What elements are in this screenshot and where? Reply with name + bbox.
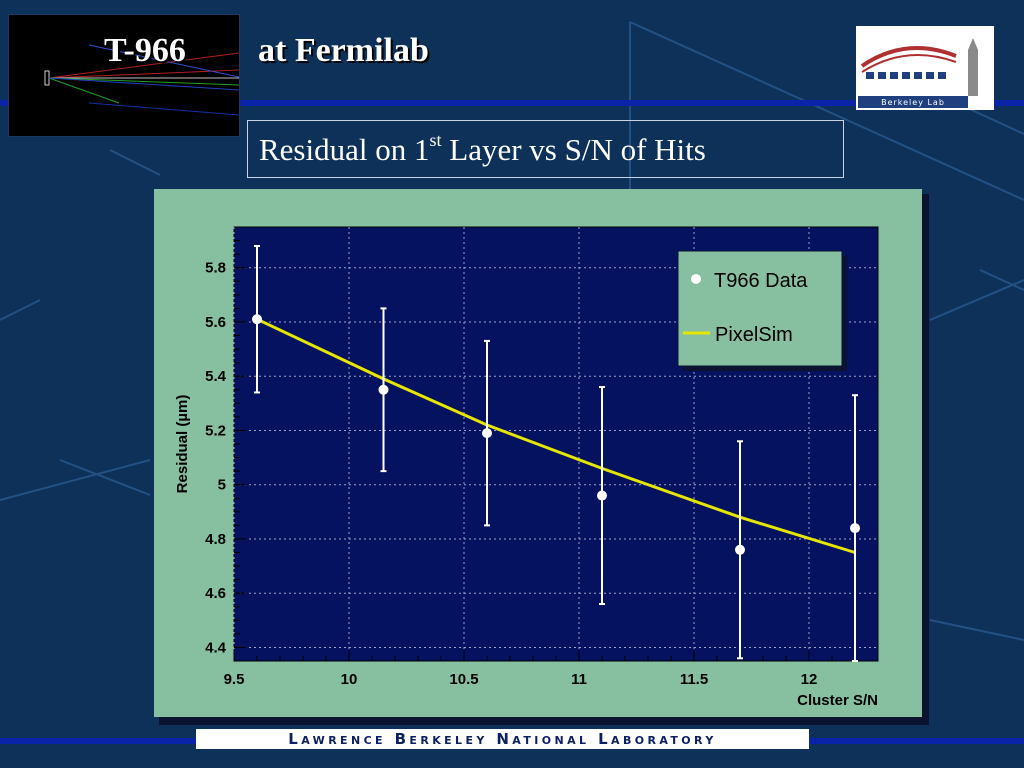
tick-layer: 9.5 10 10.5 11 11.5 12 4.4 4.6 4.8 5 5.2 5.4 5.6 5.8 bbox=[205, 226, 879, 688]
legend-label-pixelsim: PixelSim bbox=[715, 324, 793, 346]
data-point bbox=[735, 544, 745, 555]
caption-text-post: Layer vs S/N of Hits bbox=[441, 132, 706, 167]
legend-marker-t966-data bbox=[691, 274, 701, 284]
x-axis-label: Cluster S/N bbox=[797, 692, 878, 709]
y-tick-label: 5.4 bbox=[205, 368, 227, 385]
data-point bbox=[850, 523, 860, 534]
x-tick-label: 12 bbox=[801, 671, 818, 688]
caption-text-pre: Residual on 1 bbox=[259, 132, 430, 167]
berkeley-lab-logo-graphic: Berkeley Lab bbox=[858, 38, 978, 108]
event-display-thumbnail bbox=[8, 14, 240, 137]
y-tick-label: 4.6 bbox=[205, 585, 226, 602]
x-tick-label: 10.5 bbox=[449, 671, 478, 688]
slide-title-t966: T-966 bbox=[104, 32, 186, 69]
x-tick-label: 10 bbox=[341, 671, 358, 688]
y-tick-label: 5.6 bbox=[205, 314, 226, 331]
data-point bbox=[378, 384, 389, 395]
x-tick-label: 11 bbox=[571, 671, 587, 688]
legend-box bbox=[677, 250, 843, 367]
data-point bbox=[482, 428, 492, 439]
chart-caption: Residual on 1st Layer vs S/N of Hits bbox=[247, 120, 844, 178]
y-axis-label: Residual (µm) bbox=[174, 395, 191, 494]
y-tick-label: 4.8 bbox=[205, 531, 226, 548]
logo-text: Berkeley Lab bbox=[881, 98, 945, 107]
caption-superscript: st bbox=[429, 130, 442, 150]
event-display-image bbox=[44, 44, 240, 116]
residual-vs-sn-chart: 9.5 10 10.5 11 11.5 124.44.64.855.25.45.65.8 … bbox=[174, 226, 879, 709]
data-point bbox=[252, 314, 262, 325]
berkeley-lab-logo: Berkeley Lab bbox=[856, 26, 994, 110]
y-tick-label: 5 bbox=[218, 477, 226, 494]
series-layer bbox=[252, 244, 860, 662]
y-tick-label: 5.2 bbox=[205, 422, 226, 439]
footer-banner: Lawrence Berkeley National Laboratory bbox=[196, 729, 809, 749]
x-tick-label: 9.5 bbox=[224, 671, 245, 688]
y-tick-label: 4.4 bbox=[205, 639, 227, 656]
x-tick-label: 11.5 bbox=[680, 671, 708, 688]
pixelsim-line bbox=[256, 317, 856, 554]
slide-title-location: at Fermilab bbox=[258, 32, 429, 69]
chart-legend: T966 Data PixelSim bbox=[677, 250, 847, 371]
y-tick-label: 5.8 bbox=[205, 260, 226, 277]
legend-label-t966-data: T966 Data bbox=[714, 270, 808, 292]
data-point bbox=[597, 490, 607, 501]
top-rule bbox=[0, 100, 1024, 106]
